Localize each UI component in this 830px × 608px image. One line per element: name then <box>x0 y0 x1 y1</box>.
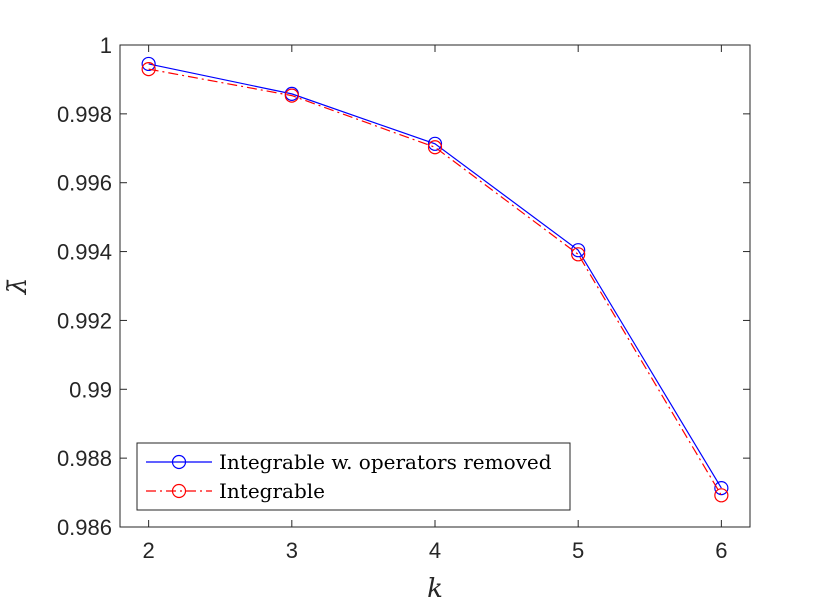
x-tick-label: 4 <box>429 538 441 563</box>
series-line-1 <box>148 63 722 489</box>
x-axis-label: k <box>427 574 443 604</box>
y-tick-label: 0.992 <box>57 308 112 333</box>
legend-marker-series-1 <box>171 454 187 470</box>
legend-marker-series-2 <box>171 483 187 499</box>
data-point-series-2 <box>571 247 586 262</box>
data-point-series-1 <box>714 480 729 496</box>
y-tick-label: 0.996 <box>57 171 112 196</box>
data-point-series-1 <box>427 136 443 151</box>
legend-label-series-2: Integrable <box>219 479 325 503</box>
data-point-series-2 <box>714 488 729 503</box>
legend-box <box>136 442 571 511</box>
y-tick-label: 0.998 <box>57 102 112 127</box>
y-tick-label: 0.988 <box>57 446 112 471</box>
x-tick-label: 2 <box>143 538 155 563</box>
y-axis-label: λ̄ <box>3 278 33 295</box>
data-point-series-2 <box>427 140 443 155</box>
series-layer <box>141 56 729 503</box>
x-tick-label: 3 <box>286 538 298 563</box>
y-tick-label: 0.994 <box>57 240 112 265</box>
y-tick-label: 0.986 <box>57 515 112 540</box>
x-tick-label: 5 <box>572 538 584 563</box>
data-point-series-1 <box>141 56 156 72</box>
data-point-series-2 <box>284 88 299 103</box>
legend: Integrable w. operators removed Integrab… <box>136 442 571 511</box>
legend-label-series-1: Integrable w. operators removed <box>219 450 552 474</box>
data-point-series-2 <box>141 61 156 77</box>
x-tick-label: 6 <box>715 538 727 563</box>
y-tick-label: 0.99 <box>69 377 112 402</box>
y-tick-label: 1 <box>100 33 112 58</box>
axis-ticks: 2 3 4 5 6 0.986 0.988 0.99 0.992 0.994 0.996 0.998 1 <box>57 33 750 563</box>
